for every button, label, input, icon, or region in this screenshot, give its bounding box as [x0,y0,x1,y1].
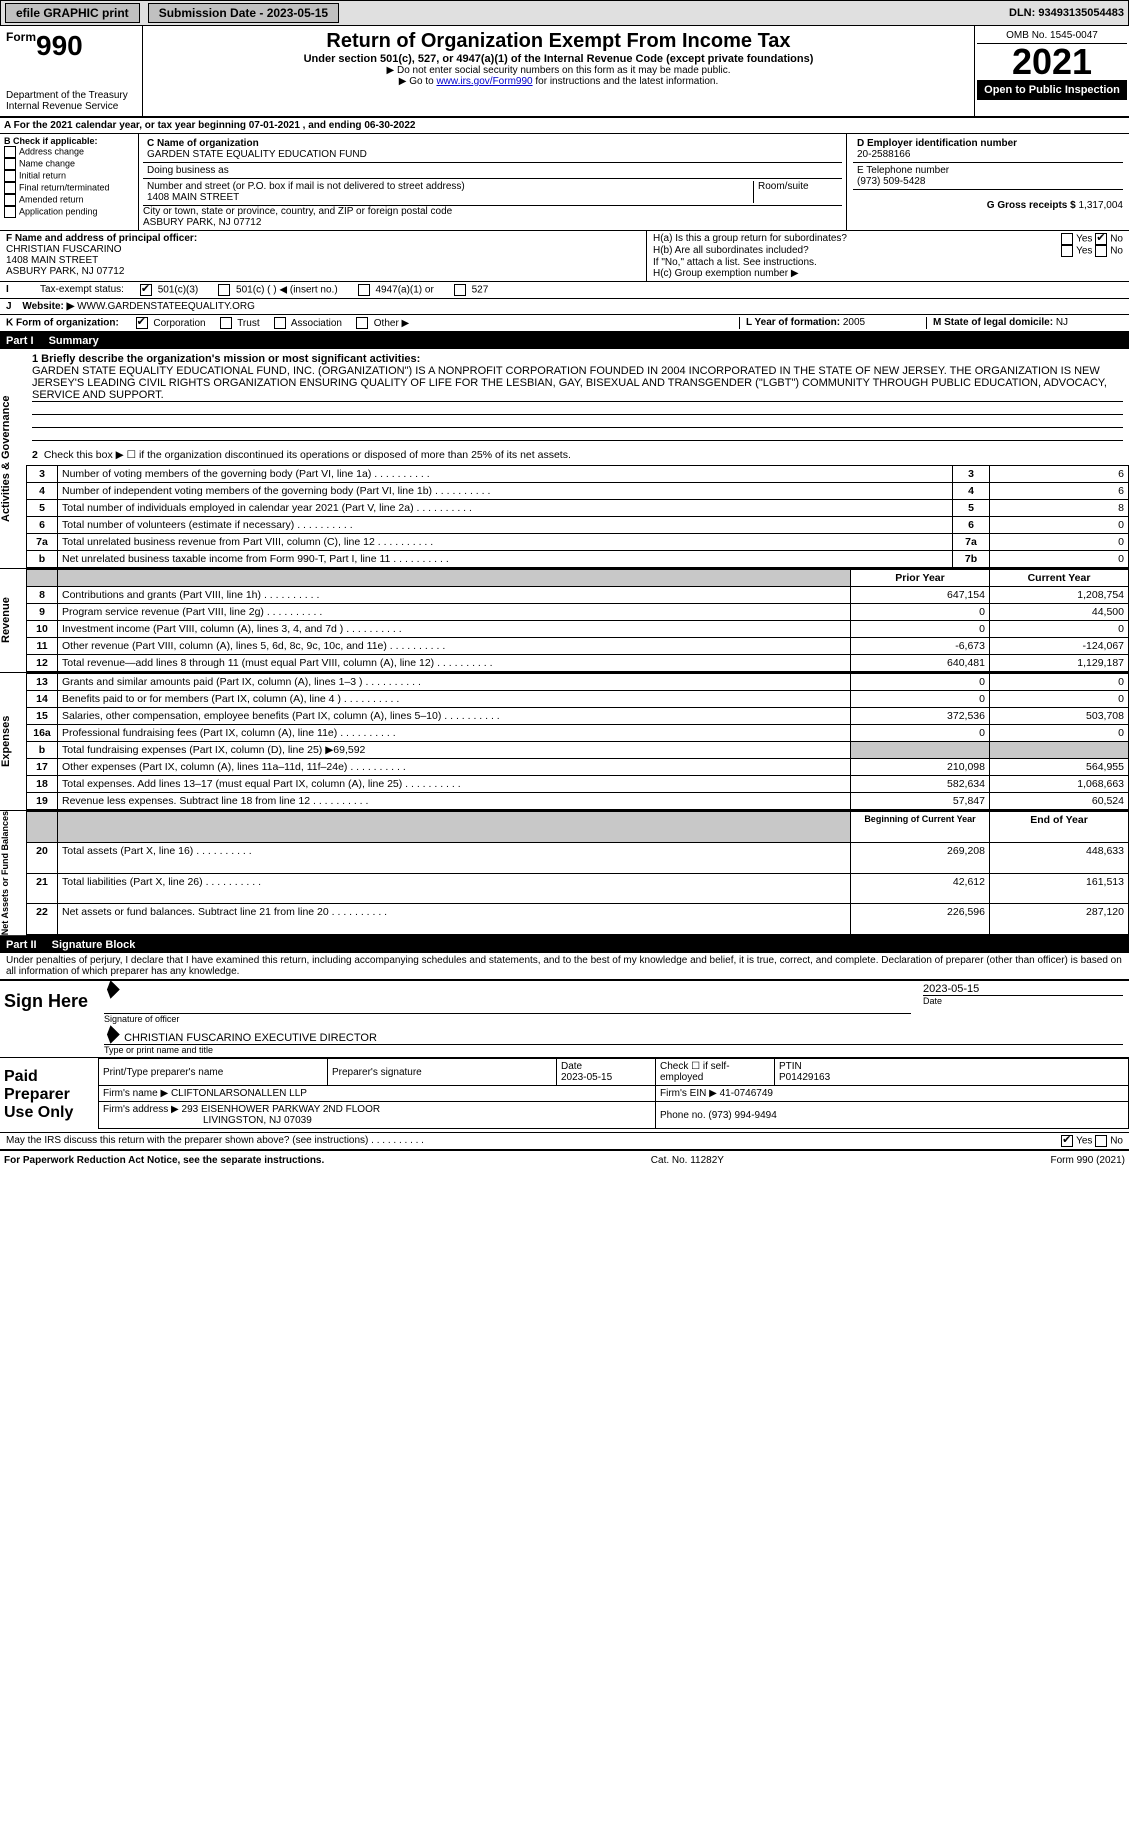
year-box: OMB No. 1545-0047 2021 Open to Public In… [974,26,1129,116]
discuss-no-checkbox[interactable] [1095,1135,1107,1147]
street-address: 1408 MAIN STREET [147,192,239,203]
netassets-table: Beginning of Current YearEnd of Year20To… [26,811,1129,935]
part1-header: Part I Summary [0,333,1129,349]
side-label-netassets: Net Assets or Fund Balances [0,811,26,935]
governance-table: 3Number of voting members of the governi… [26,465,1129,568]
expenses-section: Expenses 13Grants and similar amounts pa… [0,673,1129,811]
h-a-no-checkbox[interactable] [1095,233,1107,245]
officer-group-row: F Name and address of principal officer:… [0,231,1129,282]
sign-here-row: Sign Here Signature of officer 2023-05-1… [0,980,1129,1057]
mission-text: GARDEN STATE EQUALITY EDUCATIONAL FUND, … [32,365,1123,402]
form-org-checkbox[interactable] [356,317,368,329]
side-label-expenses: Expenses [0,673,26,810]
box-d-e-g: D Employer identification number 20-2588… [846,134,1129,230]
firm-name: CLIFTONLARSONALLEN LLP [171,1088,307,1099]
form-note1: ▶ Do not enter social security numbers o… [147,65,970,76]
box-b-checkbox[interactable] [4,206,16,218]
form-number: 990 [36,30,83,61]
ein: 20-2588166 [857,149,910,160]
dept-treasury: Department of the Treasury [6,90,136,101]
tax-exempt-checkbox[interactable] [140,284,152,296]
submission-date-btn[interactable]: Submission Date - 2023-05-15 [148,3,339,23]
footer: For Paperwork Reduction Act Notice, see … [0,1149,1129,1170]
form-subtitle: Under section 501(c), 527, or 4947(a)(1)… [147,53,970,65]
line-a: A For the 2021 calendar year, or tax yea… [0,118,1129,134]
caret-icon [101,981,119,999]
gross-receipts: 1,317,004 [1079,200,1124,211]
revenue-table: Prior YearCurrent Year8Contributions and… [26,569,1129,672]
side-label-revenue: Revenue [0,569,26,672]
form-org-checkbox[interactable] [220,317,232,329]
identity-row: B Check if applicable: Address changeNam… [0,134,1129,231]
paid-preparer-label: Paid Preparer Use Only [0,1058,98,1132]
box-klm: K Form of organization: Corporation Trus… [0,315,1129,333]
irs-label: Internal Revenue Service [6,101,136,112]
form-prefix: Form [6,30,36,44]
part2-header: Part II Signature Block [0,937,1129,953]
h-a-yes-checkbox[interactable] [1061,233,1073,245]
revenue-section: Revenue Prior YearCurrent Year8Contribut… [0,569,1129,673]
city-state-zip: ASBURY PARK, NJ 07712 [143,217,261,228]
tax-exempt-checkbox[interactable] [454,284,466,296]
box-b: B Check if applicable: Address changeNam… [0,134,139,230]
box-h: H(a) Is this a group return for subordin… [646,231,1129,281]
box-b-checkbox[interactable] [4,158,16,170]
dln-text: DLN: 93493135054483 [1009,7,1124,19]
form-title: Return of Organization Exempt From Incom… [147,30,970,53]
box-b-checkbox[interactable] [4,146,16,158]
efile-topbar: efile GRAPHIC print Submission Date - 20… [0,0,1129,26]
telephone: (973) 509-5428 [857,176,925,187]
box-f: F Name and address of principal officer:… [0,231,646,281]
org-name: GARDEN STATE EQUALITY EDUCATION FUND [147,149,367,160]
part1-body: Activities & Governance 1 Briefly descri… [0,349,1129,569]
sign-here-label: Sign Here [0,981,98,1057]
discuss-row: May the IRS discuss this return with the… [0,1132,1129,1149]
box-b-checkbox[interactable] [4,182,16,194]
caret-icon [101,1026,119,1044]
h-b-no-checkbox[interactable] [1095,245,1107,257]
form-note2: ▶ Go to www.irs.gov/Form990 for instruct… [147,76,970,87]
open-public-badge: Open to Public Inspection [977,80,1127,100]
form-number-box: Form990 Department of the Treasury Inter… [0,26,143,116]
expenses-table: 13Grants and similar amounts paid (Part … [26,673,1129,810]
form-org-checkbox[interactable] [136,317,148,329]
title-box: Return of Organization Exempt From Incom… [143,26,974,116]
irs-link[interactable]: www.irs.gov/Form990 [436,76,532,87]
efile-print-btn[interactable]: efile GRAPHIC print [5,3,140,23]
discuss-yes-checkbox[interactable] [1061,1135,1073,1147]
preparer-table: Print/Type preparer's name Preparer's si… [98,1058,1129,1129]
box-b-checkbox[interactable] [4,170,16,182]
box-i: I Tax-exempt status: 501(c)(3) 501(c) ( … [0,282,1129,299]
paid-preparer-row: Paid Preparer Use Only Print/Type prepar… [0,1057,1129,1132]
netassets-section: Net Assets or Fund Balances Beginning of… [0,811,1129,937]
officer-name: CHRISTIAN FUSCARINO EXECUTIVE DIRECTOR [124,1032,377,1044]
side-label-governance: Activities & Governance [0,349,26,568]
box-b-checkbox[interactable] [4,194,16,206]
penalties-text: Under penalties of perjury, I declare th… [0,953,1129,980]
form-header: Form990 Department of the Treasury Inter… [0,26,1129,118]
tax-year: 2021 [977,44,1127,80]
tax-exempt-checkbox[interactable] [218,284,230,296]
form-org-checkbox[interactable] [274,317,286,329]
website-url: WWW.GARDENSTATEEQUALITY.ORG [77,301,255,312]
h-b-yes-checkbox[interactable] [1061,245,1073,257]
box-c: C Name of organization GARDEN STATE EQUA… [139,134,846,230]
tax-exempt-checkbox[interactable] [358,284,370,296]
box-j: J Website: ▶ WWW.GARDENSTATEEQUALITY.ORG [0,299,1129,315]
